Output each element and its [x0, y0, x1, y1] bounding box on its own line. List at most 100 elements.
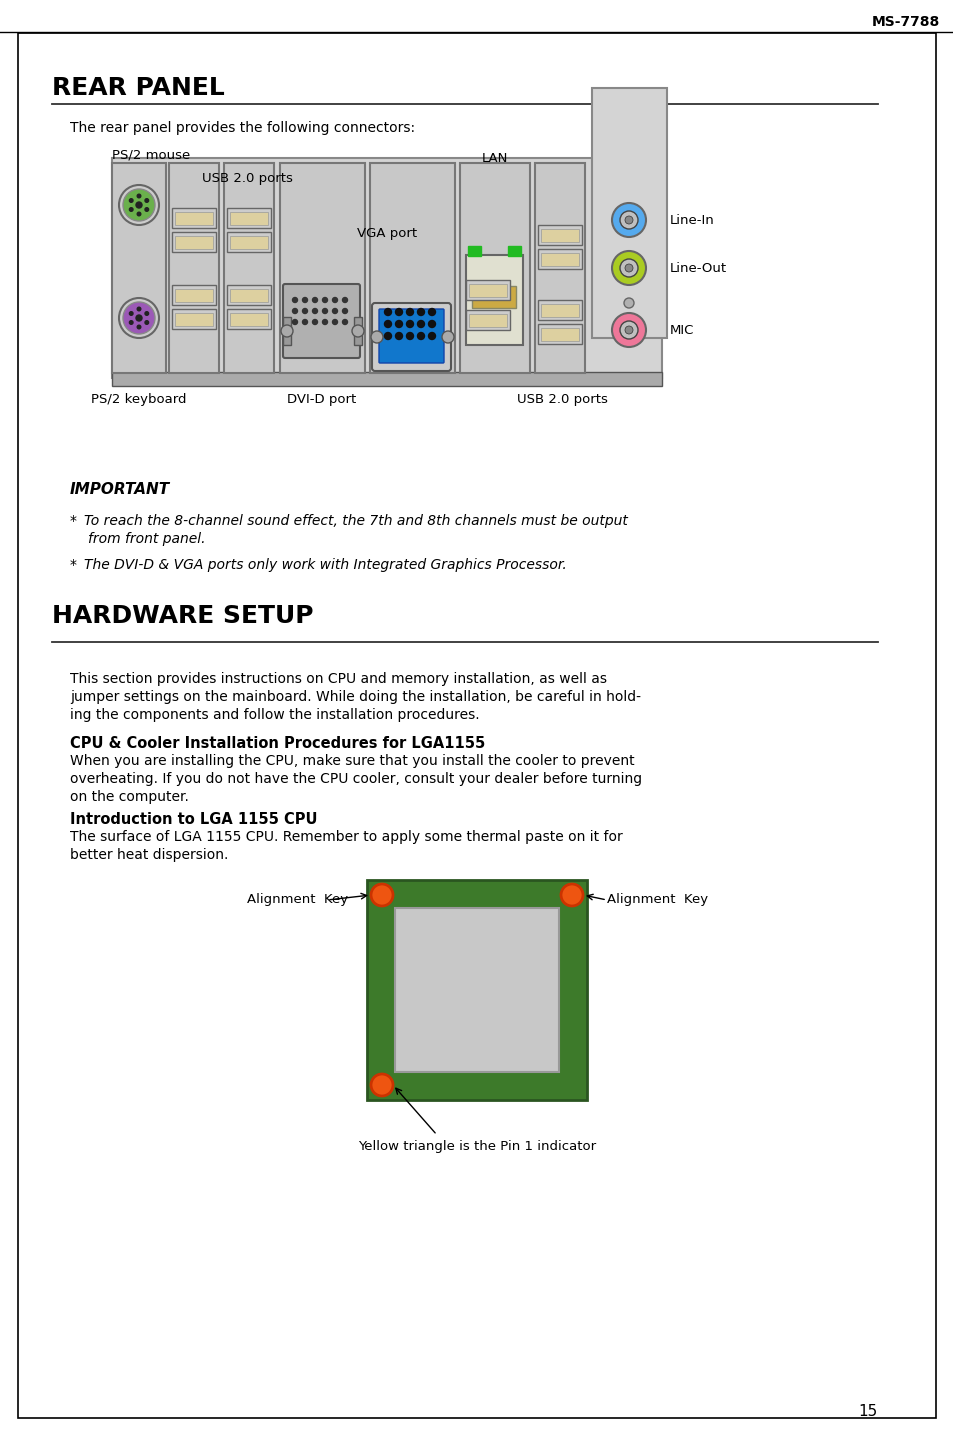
Text: The surface of LGA 1155 CPU. Remember to apply some thermal paste on it for: The surface of LGA 1155 CPU. Remember to…	[70, 830, 622, 844]
Bar	[465, 280, 510, 301]
Bar	[469, 283, 506, 298]
Bar	[174, 212, 213, 225]
Circle shape	[302, 298, 307, 302]
Circle shape	[384, 332, 391, 339]
Bar	[227, 207, 271, 228]
Bar	[367, 880, 586, 1100]
Bar	[230, 236, 268, 249]
Circle shape	[333, 298, 337, 302]
Text: USB 2.0 ports: USB 2.0 ports	[516, 394, 607, 406]
Text: Yellow triangle is the Pin 1 indicator: Yellow triangle is the Pin 1 indicator	[357, 1141, 596, 1153]
Text: Alignment  Key: Alignment Key	[247, 893, 348, 906]
Text: The rear panel provides the following connectors:: The rear panel provides the following co…	[70, 122, 415, 135]
Circle shape	[342, 298, 347, 302]
Text: MIC: MIC	[669, 323, 694, 336]
Circle shape	[560, 884, 582, 906]
Bar	[169, 163, 219, 373]
Circle shape	[428, 321, 435, 328]
Text: DVI-D port: DVI-D port	[287, 394, 356, 406]
Circle shape	[395, 321, 402, 328]
Circle shape	[313, 309, 317, 313]
Bar	[537, 249, 581, 269]
Bar	[172, 309, 215, 329]
Bar	[174, 289, 213, 302]
Circle shape	[145, 199, 149, 202]
Circle shape	[612, 313, 645, 346]
Bar	[370, 163, 455, 373]
Text: The DVI-D & VGA ports only work with Integrated Graphics Processor.: The DVI-D & VGA ports only work with Int…	[84, 558, 566, 572]
Circle shape	[145, 321, 149, 325]
Bar	[227, 232, 271, 252]
Text: When you are installing the CPU, make sure that you install the cooler to preven: When you are installing the CPU, make su…	[70, 754, 634, 768]
Circle shape	[136, 202, 142, 207]
Circle shape	[313, 319, 317, 325]
Text: PS/2 keyboard: PS/2 keyboard	[91, 394, 187, 406]
Circle shape	[293, 298, 297, 302]
Text: Introduction to LGA 1155 CPU: Introduction to LGA 1155 CPU	[70, 811, 317, 827]
Circle shape	[624, 216, 633, 225]
Circle shape	[623, 298, 634, 308]
Circle shape	[137, 195, 141, 197]
Bar	[280, 163, 365, 373]
Bar	[472, 286, 516, 308]
Text: USB 2.0 ports: USB 2.0 ports	[201, 172, 293, 185]
Bar	[537, 323, 581, 343]
Circle shape	[371, 1075, 393, 1096]
Bar	[230, 212, 268, 225]
Text: overheating. If you do not have the CPU cooler, consult your dealer before turni: overheating. If you do not have the CPU …	[70, 771, 641, 786]
Circle shape	[137, 325, 141, 329]
Text: IMPORTANT: IMPORTANT	[70, 482, 170, 498]
Text: MS-7788: MS-7788	[871, 14, 939, 29]
Circle shape	[428, 309, 435, 315]
Circle shape	[406, 309, 413, 315]
Bar	[224, 163, 274, 373]
Bar	[174, 313, 213, 326]
Circle shape	[130, 312, 132, 315]
Bar	[172, 232, 215, 252]
Circle shape	[619, 210, 638, 229]
Text: *: *	[70, 514, 77, 528]
Bar	[507, 246, 520, 256]
Circle shape	[395, 309, 402, 315]
Circle shape	[342, 309, 347, 313]
Circle shape	[119, 185, 159, 225]
Circle shape	[322, 309, 327, 313]
Circle shape	[145, 207, 149, 212]
Bar	[469, 313, 506, 328]
Circle shape	[322, 298, 327, 302]
Circle shape	[619, 321, 638, 339]
Circle shape	[406, 321, 413, 328]
Circle shape	[130, 321, 132, 325]
Circle shape	[342, 319, 347, 325]
Circle shape	[130, 207, 132, 212]
Circle shape	[136, 315, 142, 321]
Text: ing the components and follow the installation procedures.: ing the components and follow the instal…	[70, 708, 479, 723]
Bar	[283, 318, 291, 345]
Circle shape	[428, 332, 435, 339]
Bar	[535, 163, 584, 373]
Circle shape	[281, 325, 293, 336]
Circle shape	[123, 302, 154, 333]
Text: REAR PANEL: REAR PANEL	[52, 76, 225, 100]
Circle shape	[119, 298, 159, 338]
Bar	[172, 285, 215, 305]
Circle shape	[441, 331, 454, 343]
Circle shape	[302, 319, 307, 325]
FancyBboxPatch shape	[378, 309, 443, 363]
Bar	[537, 225, 581, 245]
Bar	[465, 311, 510, 331]
Bar	[227, 309, 271, 329]
Text: better heat dispersion.: better heat dispersion.	[70, 849, 228, 861]
Bar	[459, 163, 530, 373]
Bar	[395, 909, 558, 1072]
Bar	[540, 303, 578, 318]
Text: PS/2 mouse: PS/2 mouse	[112, 149, 190, 162]
Text: Alignment  Key: Alignment Key	[606, 893, 707, 906]
Bar	[230, 313, 268, 326]
Circle shape	[417, 321, 424, 328]
Text: Line-In: Line-In	[669, 213, 714, 226]
Circle shape	[371, 331, 382, 343]
Circle shape	[624, 263, 633, 272]
Circle shape	[302, 309, 307, 313]
Circle shape	[145, 312, 149, 315]
